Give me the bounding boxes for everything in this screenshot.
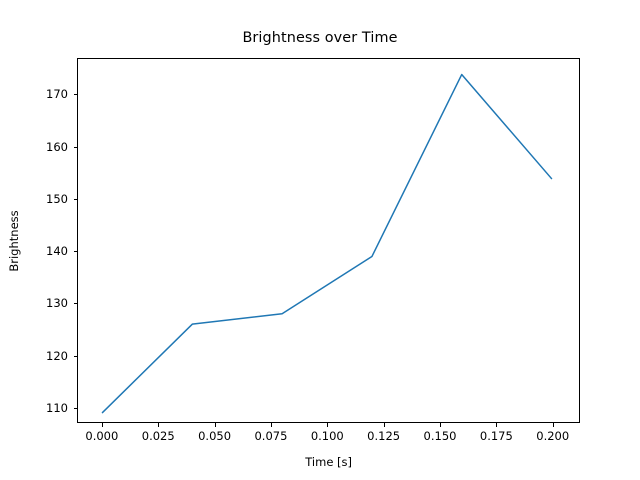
y-tick-label: 150: [46, 191, 68, 206]
x-tick-mark: [101, 423, 103, 427]
plot-area: [77, 57, 580, 424]
y-tick-label: 110: [46, 400, 68, 415]
line-series-svg: [102, 73, 553, 413]
x-tick-mark: [158, 423, 160, 427]
y-tick-label: 170: [46, 87, 68, 102]
chart-title: Brightness over Time: [242, 30, 398, 46]
x-tick-mark: [327, 423, 329, 427]
x-tick-mark: [270, 423, 272, 427]
y-tick-mark: [73, 407, 78, 409]
y-tick-mark: [73, 198, 78, 200]
x-tick-mark: [496, 423, 498, 427]
y-tick-mark: [73, 355, 78, 357]
x-tick-label: 0.125: [367, 429, 401, 443]
x-tick-mark: [214, 423, 216, 427]
y-tick-label: 160: [46, 139, 68, 154]
x-tick-mark: [552, 423, 554, 427]
y-tick-mark: [73, 146, 78, 148]
y-tick-mark: [73, 94, 78, 96]
y-tick-label: 130: [46, 296, 68, 311]
y-tick-label: 140: [46, 244, 68, 259]
data-line: [102, 73, 553, 413]
x-axis-label: Time [s]: [305, 455, 353, 469]
x-tick-label: 0.200: [536, 429, 570, 443]
x-tick-label: 0.000: [85, 429, 119, 443]
y-tick-label: 120: [46, 348, 68, 363]
x-tick-label: 0.175: [479, 429, 513, 443]
x-tick-label: 0.100: [310, 429, 344, 443]
y-tick-mark: [73, 303, 78, 305]
x-tick-mark: [440, 423, 441, 427]
x-tick-label: 0.050: [198, 429, 232, 443]
x-tick-label: 0.025: [141, 429, 175, 443]
y-axis-label: Brightness: [7, 209, 21, 272]
y-tick-mark: [73, 251, 78, 253]
x-tick-label: 0.075: [254, 429, 288, 443]
x-tick-mark: [383, 423, 385, 427]
x-tick-label: 0.150: [423, 429, 457, 443]
